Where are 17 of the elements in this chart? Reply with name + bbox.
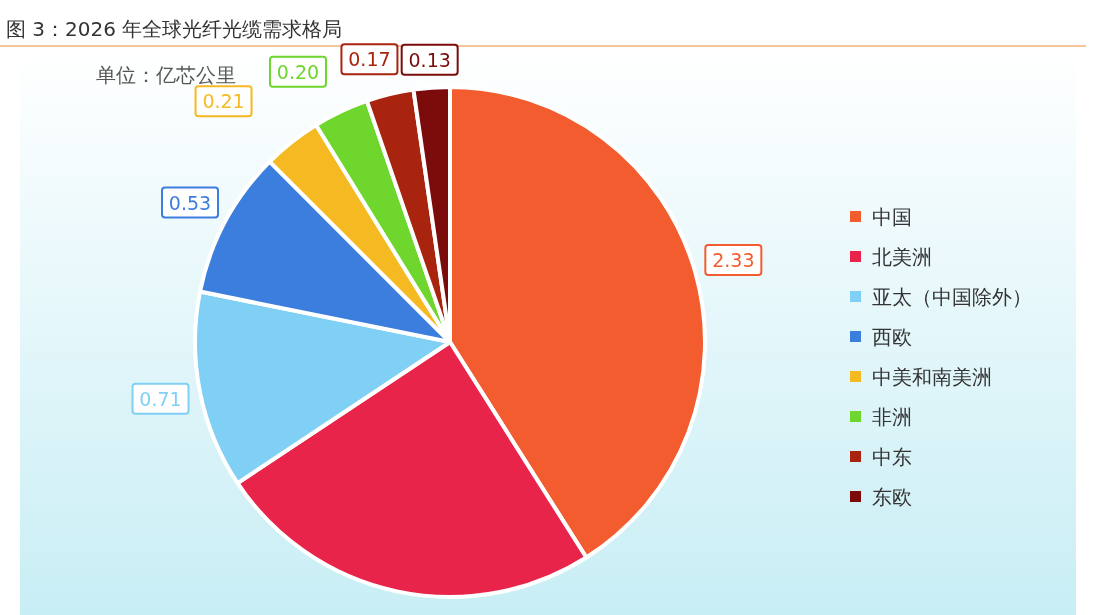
legend-label: 东欧 (872, 485, 912, 509)
text: 单位：亿芯公里 (96, 63, 236, 87)
data-label: 0.21 (202, 90, 245, 113)
data-label: 0.17 (348, 48, 391, 71)
legend-label: 中国 (872, 205, 912, 229)
legend-label: 西欧 (872, 325, 912, 349)
data-label: 2.33 (712, 248, 755, 271)
legend-label: 中东 (872, 445, 912, 469)
legend-label: 亚太（中国除外） (872, 285, 1032, 309)
data-label: 0.53 (168, 191, 212, 214)
legend-label: 中美和南美洲 (872, 365, 992, 389)
data-label: 0.20 (276, 60, 320, 83)
legend-label: 非洲 (872, 405, 912, 429)
data-label: 0.13 (408, 48, 451, 71)
chart-title: 图 3：2026 年全球光纤光缆需求格局 (6, 17, 343, 41)
legend-label: 北美洲 (872, 245, 932, 269)
data-label: 0.71 (139, 387, 182, 410)
